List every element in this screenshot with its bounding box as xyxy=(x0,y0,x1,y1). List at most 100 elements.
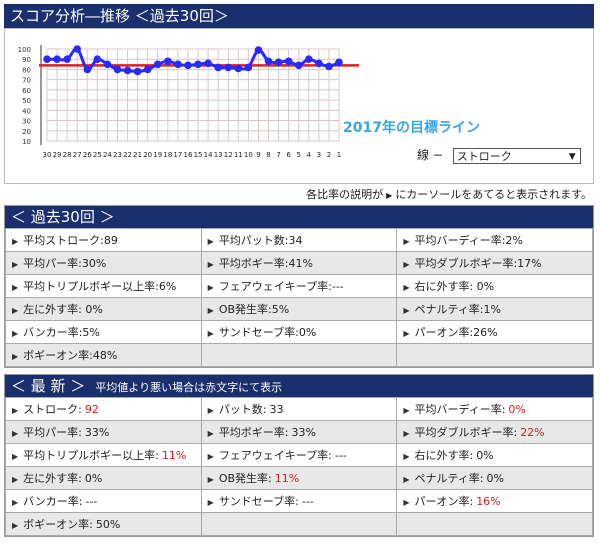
info-triangle-icon[interactable]: ▶ xyxy=(207,237,214,246)
data-point xyxy=(234,64,243,73)
stat-cell[interactable]: ▶ サンドセーブ率:0% xyxy=(200,320,398,344)
line-type-select[interactable]: ストローク ▼ xyxy=(452,147,581,164)
stat-value: --- xyxy=(301,495,314,508)
info-triangle-icon[interactable]: ▶ xyxy=(12,329,19,338)
info-triangle-icon[interactable]: ▶ xyxy=(403,237,410,246)
stat-label: 平均バーディー率:2% xyxy=(414,234,523,247)
past30-stats-table: ▶ 平均ストローク:89 ▶ 平均パット数:34 ▶ 平均バーディー率:2% ▶ 平均パー率:… xyxy=(5,228,593,367)
stat-value: --- xyxy=(334,449,347,462)
stat-cell[interactable]: ▶ フェアウェイキープ率:--- xyxy=(200,443,398,467)
info-triangle-icon[interactable]: ▶ xyxy=(207,283,214,292)
x-tick-label: 13 xyxy=(214,151,223,159)
stat-cell[interactable]: ▶ OB発生率:5% xyxy=(200,297,398,321)
data-point xyxy=(83,65,92,74)
data-point xyxy=(264,57,273,66)
stat-cell[interactable]: ▶ ボギーオン率: 50% xyxy=(5,512,202,536)
info-triangle-icon[interactable]: ▶ xyxy=(12,452,19,461)
x-tick-label: 30 xyxy=(43,151,52,159)
stat-cell xyxy=(200,512,398,536)
y-tick-label: 60 xyxy=(22,87,31,95)
info-triangle-icon[interactable]: ▶ xyxy=(207,306,214,315)
data-point xyxy=(93,55,102,64)
info-triangle-icon[interactable]: ▶ xyxy=(403,429,410,438)
stat-value: 92 xyxy=(84,403,99,416)
info-triangle-icon[interactable]: ▶ xyxy=(12,498,19,507)
stat-cell[interactable]: ▶ 平均パー率: 33% xyxy=(5,420,202,444)
info-triangle-icon[interactable]: ▶ xyxy=(207,260,214,269)
stat-cell[interactable]: ▶ 平均ダブルボギー率:17% xyxy=(396,251,593,275)
stat-cell[interactable]: ▶ サンドセーブ率: --- xyxy=(200,489,398,513)
stat-label: 左に外す率: xyxy=(23,472,82,485)
stat-value: --- xyxy=(85,495,98,508)
stat-cell[interactable]: ▶ 平均トリプルボギー以上率:6% xyxy=(5,274,202,298)
stat-cell xyxy=(200,343,398,367)
stat-cell[interactable]: ▶ パーオン率: 16% xyxy=(396,489,593,513)
stat-cell[interactable]: ▶ 平均パー率:30% xyxy=(5,251,202,275)
stat-value: 33% xyxy=(84,426,110,439)
stat-cell[interactable]: ▶ 左に外す率: 0% xyxy=(5,297,202,321)
info-triangle-icon[interactable]: ▶ xyxy=(207,429,214,438)
stat-cell[interactable]: ▶ ペナルティ率:1% xyxy=(396,297,593,321)
stat-cell[interactable]: ▶ 平均ボギー率: 33% xyxy=(200,420,398,444)
stat-cell[interactable]: ▶ 平均バーディー率:2% xyxy=(396,228,593,252)
y-tick-label: 90 xyxy=(22,56,31,64)
stat-cell[interactable]: ▶ 平均トリプルボギー以上率: 11% xyxy=(5,443,202,467)
info-triangle-icon[interactable]: ▶ xyxy=(403,306,410,315)
info-triangle-icon[interactable]: ▶ xyxy=(207,475,214,484)
info-triangle-icon[interactable]: ▶ xyxy=(207,498,214,507)
info-triangle-icon[interactable]: ▶ xyxy=(403,475,410,484)
stat-cell[interactable]: ▶ フェアウェイキープ率:--- xyxy=(200,274,398,298)
stat-cell[interactable]: ▶ 左に外す率: 0% xyxy=(5,466,202,490)
info-triangle-icon[interactable]: ▶ xyxy=(12,475,19,484)
help-text-before: 各比率の説明が xyxy=(306,188,384,201)
info-triangle-icon[interactable]: ▶ xyxy=(207,406,214,415)
x-tick-label: 6 xyxy=(286,151,291,159)
stat-cell[interactable]: ▶ OB発生率: 11% xyxy=(200,466,398,490)
stat-cell[interactable]: ▶ 右に外す率: 0% xyxy=(396,443,593,467)
stats-row: ▶ 平均パー率: 33% ▶ 平均ボギー率: 33% ▶ 平均ダブルボギー率: 22% xyxy=(5,420,593,444)
info-triangle-icon[interactable]: ▶ xyxy=(207,329,214,338)
stat-cell[interactable]: ▶ ボギーオン率:48% xyxy=(5,343,202,367)
info-triangle-icon[interactable]: ▶ xyxy=(403,260,410,269)
stats-row: ▶ 平均トリプルボギー以上率: 11% ▶ フェアウェイキープ率: --- ▶ 右に外す率: 0… xyxy=(5,443,593,467)
stat-label: 平均バーディー率: xyxy=(414,403,506,416)
info-triangle-icon[interactable]: ▶ xyxy=(403,406,410,415)
info-triangle-icon[interactable]: ▶ xyxy=(207,452,214,461)
data-point xyxy=(214,63,222,72)
stat-cell[interactable]: ▶ ストローク: 92 xyxy=(5,397,202,421)
info-triangle-icon[interactable]: ▶ xyxy=(12,306,19,315)
info-triangle-icon[interactable]: ▶ xyxy=(403,329,410,338)
stat-cell[interactable]: ▶ ペナルティ率: 0% xyxy=(396,466,593,490)
info-triangle-icon[interactable]: ▶ xyxy=(403,452,410,461)
info-triangle-icon[interactable]: ▶ xyxy=(12,352,19,361)
stat-label: 平均ダブルボギー率: xyxy=(414,426,518,439)
stat-label: バンカー率: xyxy=(23,495,83,508)
stat-cell[interactable]: ▶ バンカー率: --- xyxy=(5,489,202,513)
info-triangle-icon[interactable]: ▶ xyxy=(12,521,19,530)
info-triangle-icon[interactable]: ▶ xyxy=(12,260,19,269)
line-select-label: 線 − xyxy=(417,148,443,162)
x-tick-label: 4 xyxy=(307,151,312,159)
stat-cell[interactable]: ▶ パット数: 33 xyxy=(200,397,398,421)
x-tick-label: 5 xyxy=(296,151,300,159)
stat-cell[interactable]: ▶ 右に外す率: 0% xyxy=(396,274,593,298)
stat-value: 0% xyxy=(508,403,526,416)
stat-cell[interactable]: ▶ 平均ダブルボギー率: 22% xyxy=(396,420,593,444)
stat-cell[interactable]: ▶ 平均ボギー率:41% xyxy=(200,251,398,275)
data-point xyxy=(53,55,61,64)
stat-cell[interactable]: ▶ バンカー率:5% xyxy=(5,320,202,344)
stat-cell[interactable]: ▶ 平均ストローク:89 xyxy=(5,228,202,252)
info-triangle-icon[interactable]: ▶ xyxy=(12,283,19,292)
info-triangle-icon[interactable]: ▶ xyxy=(403,498,410,507)
data-point xyxy=(244,63,253,72)
stat-cell[interactable]: ▶ 平均バーディー率: 0% xyxy=(396,397,593,421)
info-triangle-icon[interactable]: ▶ xyxy=(12,237,19,246)
info-triangle-icon[interactable]: ▶ xyxy=(12,406,19,415)
stat-cell[interactable]: ▶ パーオン率:26% xyxy=(396,320,593,344)
info-triangle-icon[interactable]: ▶ xyxy=(12,429,19,438)
info-triangle-icon[interactable]: ▶ xyxy=(403,283,410,292)
stat-cell[interactable]: ▶ 平均パット数:34 xyxy=(200,228,398,252)
y-tick-label: 30 xyxy=(22,118,31,126)
stats-row: ▶ バンカー率: --- ▶ サンドセーブ率: --- ▶ パーオン率: 16% xyxy=(5,489,593,513)
